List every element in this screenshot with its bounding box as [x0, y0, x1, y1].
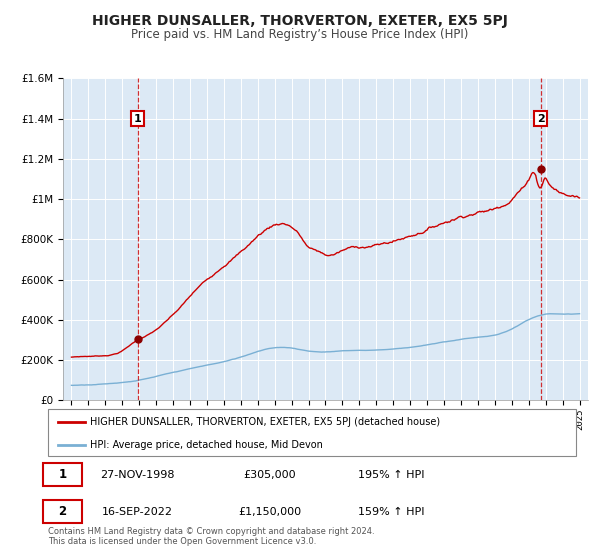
- FancyBboxPatch shape: [43, 463, 82, 486]
- Text: 1: 1: [134, 114, 142, 124]
- Text: 195% ↑ HPI: 195% ↑ HPI: [358, 470, 424, 479]
- Text: £1,150,000: £1,150,000: [238, 507, 301, 517]
- Text: HIGHER DUNSALLER, THORVERTON, EXETER, EX5 5PJ (detached house): HIGHER DUNSALLER, THORVERTON, EXETER, EX…: [90, 417, 440, 427]
- Text: 159% ↑ HPI: 159% ↑ HPI: [358, 507, 424, 517]
- Text: 16-SEP-2022: 16-SEP-2022: [102, 507, 173, 517]
- FancyBboxPatch shape: [43, 501, 82, 523]
- FancyBboxPatch shape: [48, 409, 576, 456]
- Text: 2: 2: [58, 505, 67, 518]
- Text: Price paid vs. HM Land Registry’s House Price Index (HPI): Price paid vs. HM Land Registry’s House …: [131, 28, 469, 41]
- Text: 27-NOV-1998: 27-NOV-1998: [101, 470, 175, 479]
- Text: £305,000: £305,000: [244, 470, 296, 479]
- Text: Contains HM Land Registry data © Crown copyright and database right 2024.
This d: Contains HM Land Registry data © Crown c…: [48, 526, 374, 546]
- Text: HIGHER DUNSALLER, THORVERTON, EXETER, EX5 5PJ: HIGHER DUNSALLER, THORVERTON, EXETER, EX…: [92, 14, 508, 28]
- Text: 1: 1: [58, 468, 67, 481]
- Text: HPI: Average price, detached house, Mid Devon: HPI: Average price, detached house, Mid …: [90, 440, 323, 450]
- Text: 2: 2: [537, 114, 544, 124]
